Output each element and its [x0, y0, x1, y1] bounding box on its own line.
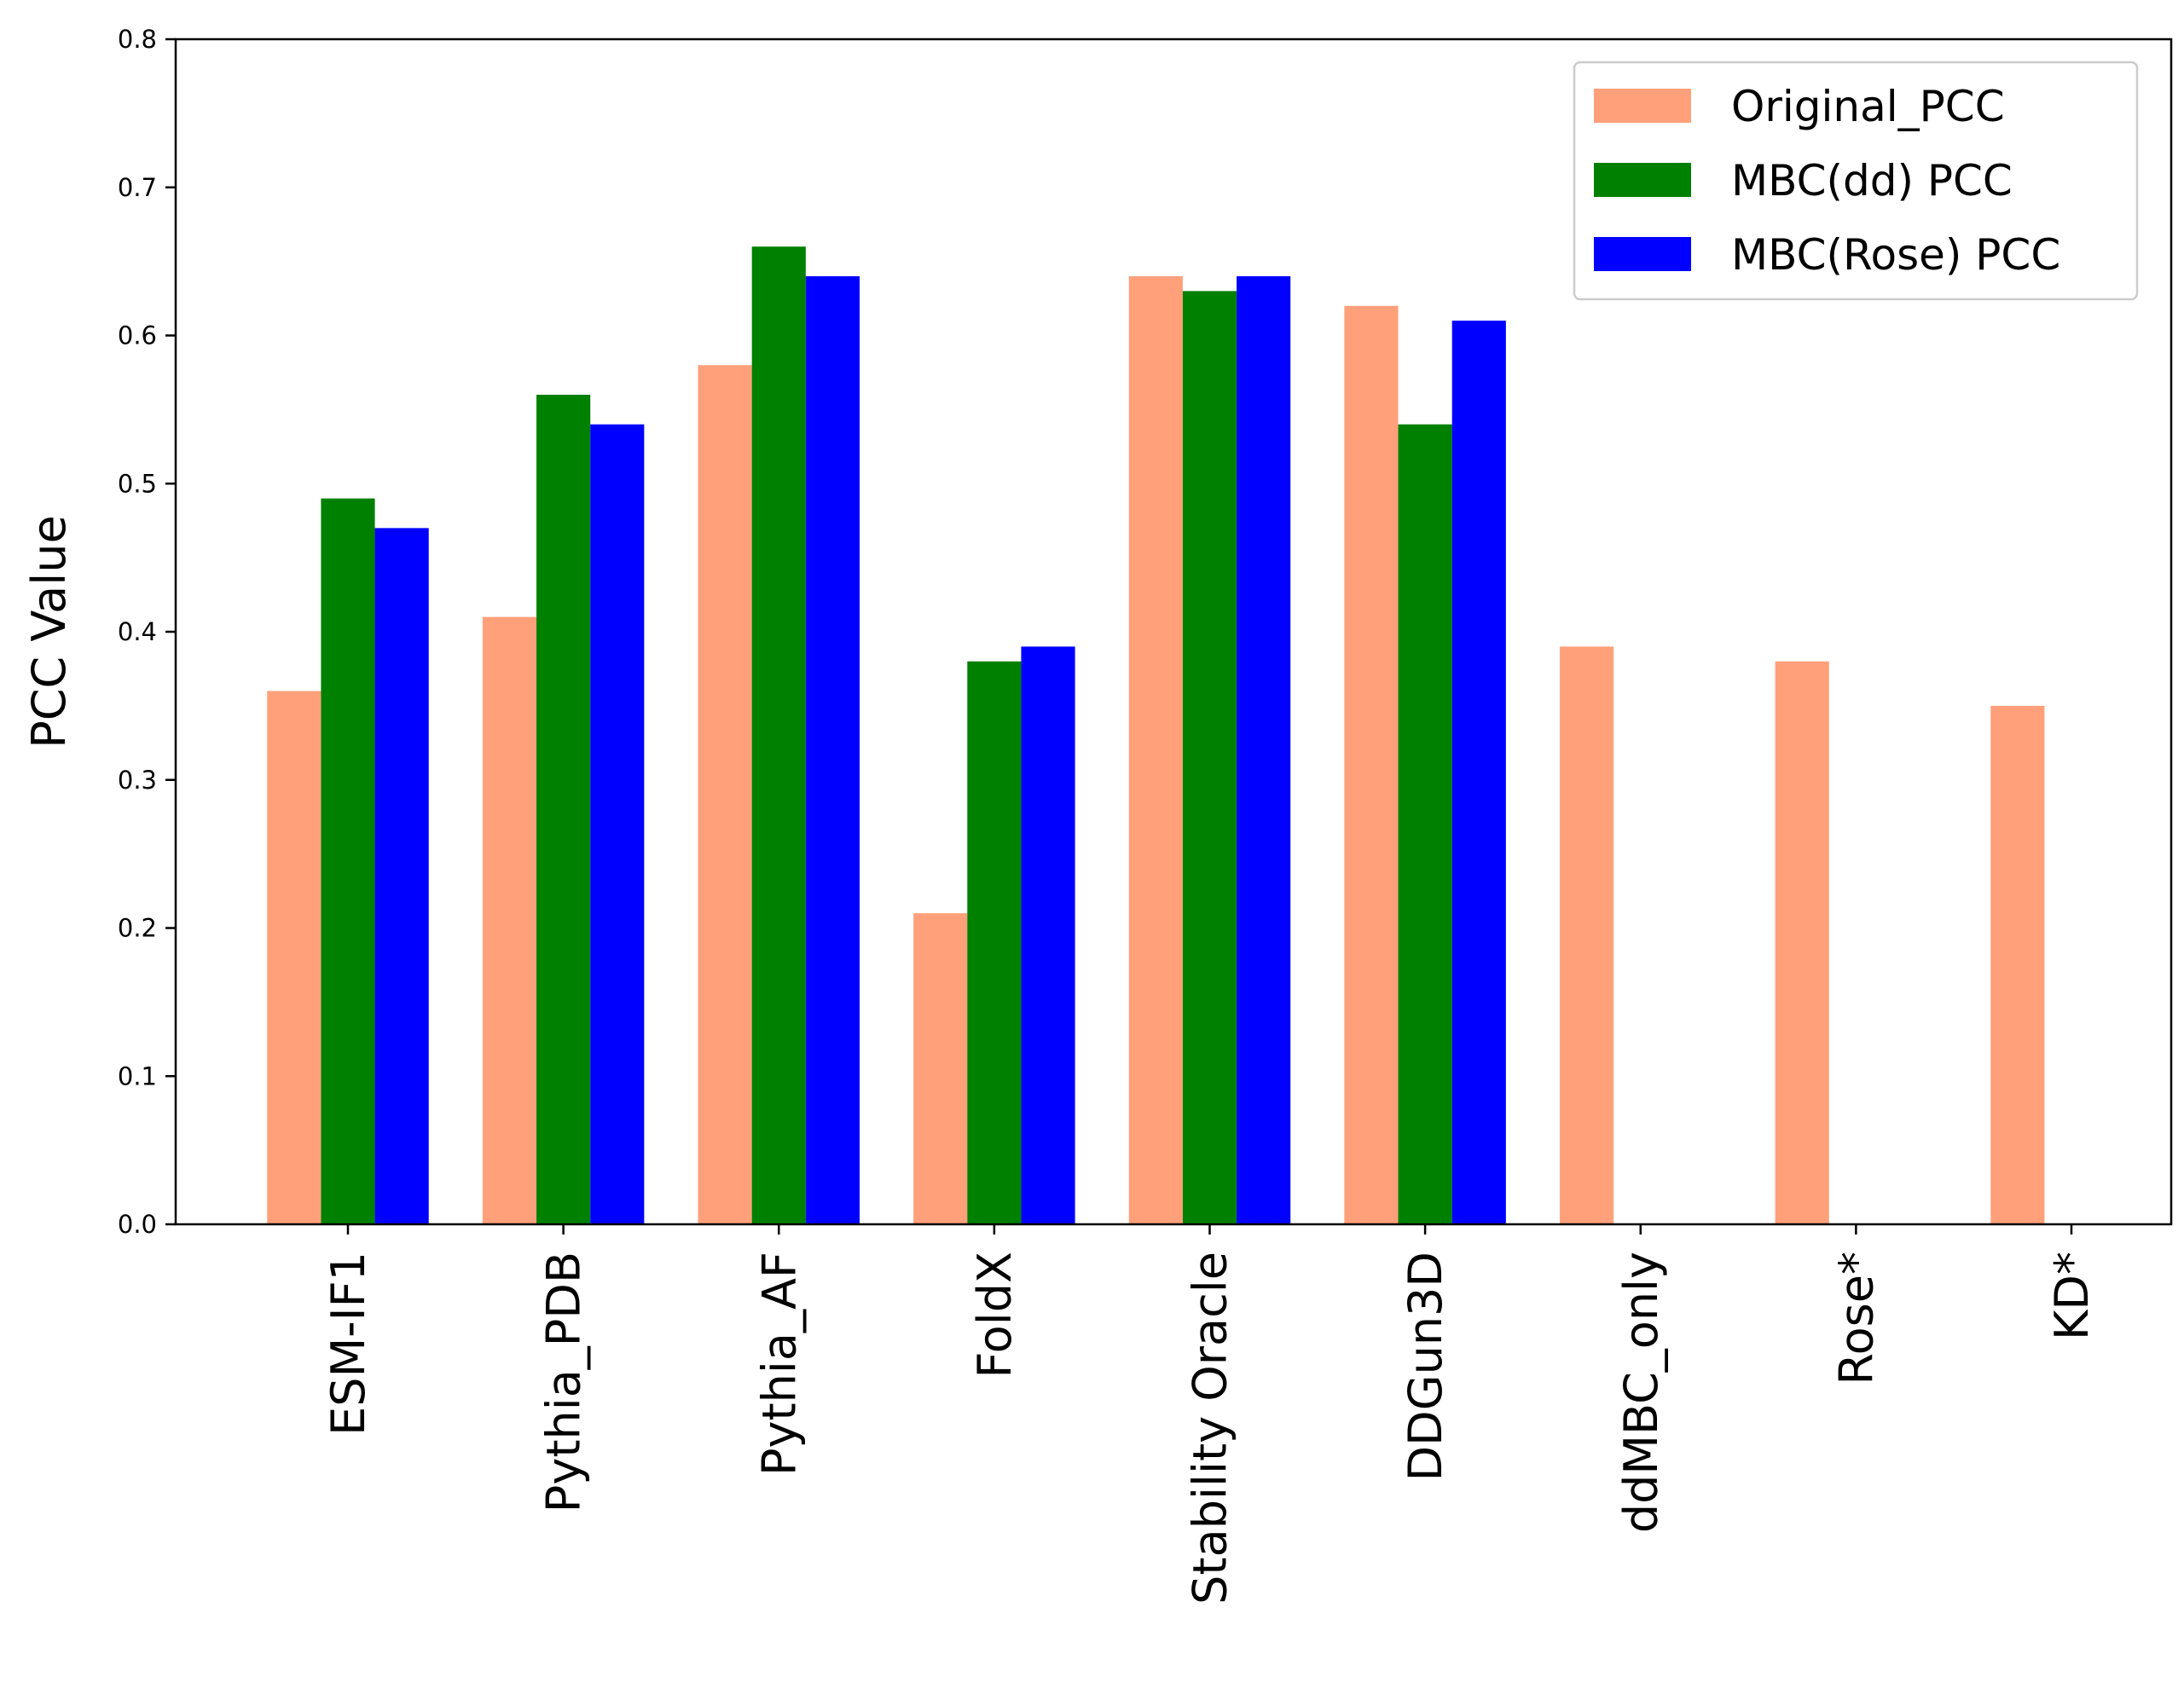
- y-tick-label: 0.7: [118, 173, 157, 202]
- bar-original-pcc-rose-: [1775, 661, 1829, 1224]
- x-tick-label: ddMBC_only: [1614, 1252, 1668, 1533]
- y-tick-label: 0.1: [118, 1061, 157, 1090]
- legend: Original_PCC MBC(dd) PCC MBC(Rose) PCC: [1573, 61, 2139, 301]
- legend-label: Original_PCC: [1731, 82, 2005, 131]
- legend-swatch: [1594, 163, 1691, 197]
- bar-mbc-rose-pcc-pythia-af: [805, 276, 860, 1224]
- y-tick-label: 0.3: [118, 766, 157, 795]
- bar-mbc-dd-pcc-pythia-pdb: [536, 395, 591, 1224]
- bar-original-pcc-stability-oracle: [1128, 276, 1183, 1224]
- x-tick-label: FoldX: [968, 1252, 1022, 1378]
- y-axis-title: PCC Value: [22, 515, 76, 748]
- legend-box: [1573, 61, 2139, 301]
- legend-swatch: [1594, 89, 1691, 123]
- bar-mbc-dd-pcc-pythia-af: [751, 246, 806, 1224]
- y-tick-label: 0.2: [118, 914, 157, 943]
- bar-original-pcc-ddgun3d: [1344, 305, 1399, 1224]
- legend-swatch: [1594, 237, 1691, 271]
- y-tick-label: 0.8: [118, 25, 157, 54]
- bar-mbc-rose-pcc-ddgun3d: [1451, 321, 1506, 1225]
- x-tick-label: Pythia_PDB: [537, 1252, 591, 1512]
- legend-label: MBC(dd) PCC: [1731, 156, 2013, 205]
- x-tick-label: ESM-IF1: [322, 1252, 375, 1436]
- bar-mbc-dd-pcc-stability-oracle: [1182, 291, 1237, 1225]
- bar-original-pcc-ddmbc-only: [1560, 646, 1614, 1225]
- legend-label: MBC(Rose) PCC: [1731, 230, 2060, 280]
- bar-mbc-rose-pcc-stability-oracle: [1237, 276, 1291, 1224]
- bar-mbc-rose-pcc-foldx: [1021, 646, 1075, 1225]
- y-axis: 0.0 0.1 0.2 0.3 0.4 0.5 0.6 0.7 0.8: [118, 25, 176, 1239]
- y-tick-label: 0.6: [118, 321, 157, 350]
- bar-mbc-dd-pcc-foldx: [967, 661, 1022, 1224]
- bar-original-pcc-pythia-af: [698, 365, 752, 1224]
- bar-original-pcc-foldx: [913, 913, 968, 1225]
- x-tick-label: Stability Oracle: [1184, 1252, 1237, 1605]
- x-tick-label: KD*: [2045, 1252, 2099, 1340]
- bar-original-pcc-esm-if1: [267, 691, 322, 1224]
- bars-layer: [267, 246, 2045, 1225]
- x-tick-label: Rose*: [1829, 1252, 1883, 1385]
- bar-original-pcc-kd-: [1990, 705, 2045, 1224]
- bar-mbc-rose-pcc-pythia-pdb: [590, 424, 645, 1224]
- bar-original-pcc-pythia-pdb: [482, 616, 537, 1224]
- y-tick-label: 0.4: [118, 617, 157, 646]
- bar-mbc-dd-pcc-esm-if1: [321, 498, 375, 1224]
- bar-mbc-rose-pcc-esm-if1: [374, 528, 429, 1224]
- x-tick-label: DDGun3D: [1399, 1252, 1452, 1481]
- y-tick-label: 0.5: [118, 469, 157, 498]
- x-axis: ESM-IF1 Pythia_PDB Pythia_AF FoldX Stability…: [322, 1224, 2099, 1605]
- y-tick-label: 0.0: [118, 1210, 157, 1239]
- bar-mbc-dd-pcc-ddgun3d: [1398, 424, 1452, 1224]
- x-tick-label: Pythia_AF: [752, 1252, 806, 1476]
